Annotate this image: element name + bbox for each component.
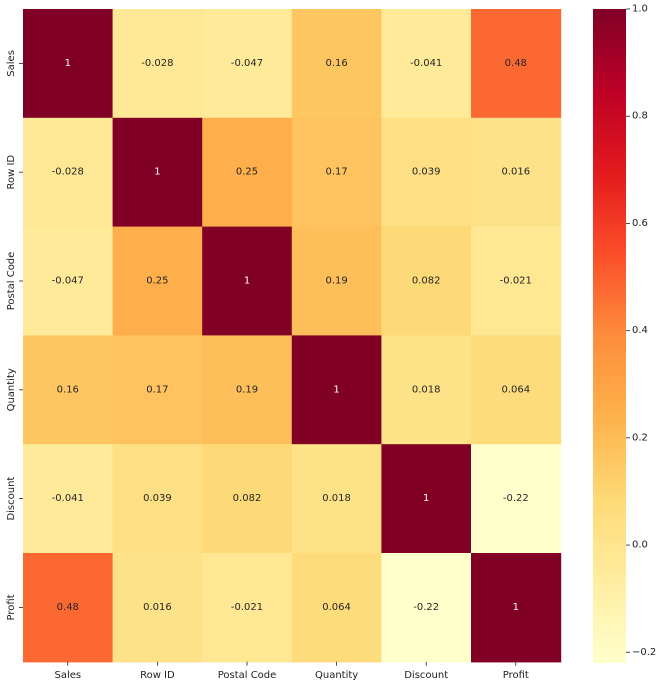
y-tick-label: Profit bbox=[6, 594, 17, 620]
y-tick-label: Quantity bbox=[6, 368, 17, 411]
cell-value-label: -0.021 bbox=[231, 602, 263, 613]
x-tick-label: Quantity bbox=[315, 670, 358, 681]
cell-value-label: 0.19 bbox=[325, 276, 347, 287]
cell-value-label: 0.19 bbox=[236, 384, 258, 395]
cell-value-label: 0.082 bbox=[412, 276, 441, 287]
x-tick-label: Sales bbox=[54, 670, 81, 681]
cell-value-label: -0.22 bbox=[503, 493, 529, 504]
cell-value-label: 0.48 bbox=[57, 602, 79, 613]
cell-value-label: -0.028 bbox=[52, 167, 84, 178]
cell-value-label: 0.064 bbox=[322, 602, 351, 613]
y-tick-label: Row ID bbox=[6, 155, 17, 190]
x-tick-label: Row ID bbox=[140, 670, 175, 681]
y-tick-label: Postal Code bbox=[6, 252, 17, 311]
cell-value-label: 1 bbox=[244, 276, 250, 287]
cell-value-label: 1 bbox=[513, 602, 519, 613]
cell-value-label: -0.028 bbox=[141, 58, 173, 69]
colorbar: −0.2 0.0 0.2 0.4 0.6 0.8 1.0 bbox=[593, 4, 656, 664]
cell-value-label: 0.018 bbox=[412, 384, 441, 395]
cell-value-label: 1 bbox=[333, 384, 339, 395]
cell-value-label: 0.064 bbox=[501, 384, 530, 395]
cell-value-label: 0.018 bbox=[322, 493, 351, 504]
cell-value-label: 0.16 bbox=[57, 384, 79, 395]
cell-value-label: 0.16 bbox=[325, 58, 347, 69]
cell-value-label: 1 bbox=[423, 493, 429, 504]
cell-value-label: -0.047 bbox=[231, 58, 263, 69]
cell-value-label: -0.22 bbox=[413, 602, 439, 613]
cell-value-label: -0.041 bbox=[52, 493, 84, 504]
y-tick-label: Discount bbox=[6, 477, 17, 521]
colorbar-tick-label: 0.8 bbox=[632, 111, 648, 122]
cell-value-label: 1 bbox=[154, 167, 160, 178]
cell-value-label: 0.039 bbox=[412, 167, 441, 178]
heatmap-cells bbox=[23, 9, 561, 662]
colorbar-tick-label: 0.0 bbox=[632, 540, 648, 551]
cell-value-label: 0.016 bbox=[501, 167, 530, 178]
x-tick-label: Profit bbox=[503, 670, 529, 681]
cell-value-label: -0.041 bbox=[410, 58, 442, 69]
colorbar-tick-label: 0.2 bbox=[632, 432, 648, 443]
cell-value-label: 0.48 bbox=[505, 58, 527, 69]
cell-value-label: 0.016 bbox=[143, 602, 172, 613]
colorbar-tick-label: 1.0 bbox=[632, 4, 648, 15]
y-tick-label: Sales bbox=[6, 50, 17, 77]
cell-value-label: -0.047 bbox=[52, 276, 84, 287]
y-axis: Sales Row ID Postal Code Quantity Discount Pr… bbox=[6, 50, 23, 620]
cell-value-label: 0.082 bbox=[233, 493, 262, 504]
cell-value-label: 0.25 bbox=[146, 276, 168, 287]
colorbar-tick-label: −0.2 bbox=[632, 647, 656, 658]
colorbar-tick-label: 0.6 bbox=[632, 218, 648, 229]
cell-value-label: 1 bbox=[65, 58, 71, 69]
cell-value-label: 0.039 bbox=[143, 493, 172, 504]
colorbar-gradient bbox=[593, 9, 626, 663]
x-axis: Sales Row ID Postal Code Quantity Discount Pr… bbox=[54, 662, 528, 681]
cell-value-label: 0.17 bbox=[325, 167, 347, 178]
colorbar-tick-label: 0.4 bbox=[632, 325, 648, 336]
x-tick-label: Postal Code bbox=[218, 670, 277, 681]
cell-value-label: 0.17 bbox=[146, 384, 168, 395]
cell-value-label: 0.25 bbox=[236, 167, 258, 178]
cell-value-label: -0.021 bbox=[500, 276, 532, 287]
x-tick-label: Discount bbox=[404, 670, 448, 681]
